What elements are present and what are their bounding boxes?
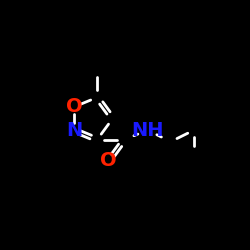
Text: O: O	[100, 152, 117, 171]
Text: N: N	[66, 120, 82, 140]
Text: O: O	[66, 98, 82, 116]
Text: NH: NH	[131, 120, 164, 140]
